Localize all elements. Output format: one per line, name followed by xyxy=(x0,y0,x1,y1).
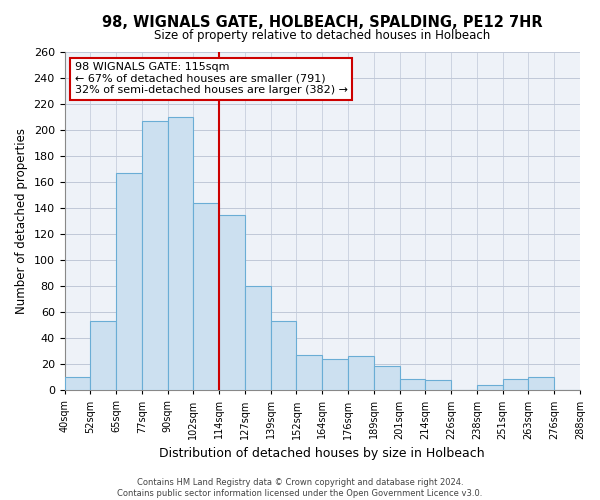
Bar xyxy=(91,322,116,390)
Bar xyxy=(503,378,529,390)
Text: 98 WIGNALS GATE: 115sqm
← 67% of detached houses are smaller (791)
32% of semi-d: 98 WIGNALS GATE: 115sqm ← 67% of detache… xyxy=(75,62,348,96)
Bar xyxy=(348,356,374,390)
Bar xyxy=(374,366,400,390)
Bar xyxy=(529,378,554,390)
Bar xyxy=(425,380,451,390)
Bar xyxy=(219,214,245,390)
Bar xyxy=(167,117,193,390)
Text: Contains HM Land Registry data © Crown copyright and database right 2024.
Contai: Contains HM Land Registry data © Crown c… xyxy=(118,478,482,498)
Text: Size of property relative to detached houses in Holbeach: Size of property relative to detached ho… xyxy=(154,29,490,42)
Bar xyxy=(271,322,296,390)
Bar xyxy=(116,173,142,390)
Title: 98, WIGNALS GATE, HOLBEACH, SPALDING, PE12 7HR: 98, WIGNALS GATE, HOLBEACH, SPALDING, PE… xyxy=(102,15,542,30)
X-axis label: Distribution of detached houses by size in Holbeach: Distribution of detached houses by size … xyxy=(160,447,485,460)
Bar xyxy=(65,378,91,390)
Bar xyxy=(322,359,348,390)
Bar xyxy=(296,355,322,390)
Bar xyxy=(245,286,271,391)
Bar xyxy=(477,385,503,390)
Bar xyxy=(400,378,425,390)
Bar xyxy=(193,203,219,390)
Bar xyxy=(142,121,167,390)
Y-axis label: Number of detached properties: Number of detached properties xyxy=(15,128,28,314)
